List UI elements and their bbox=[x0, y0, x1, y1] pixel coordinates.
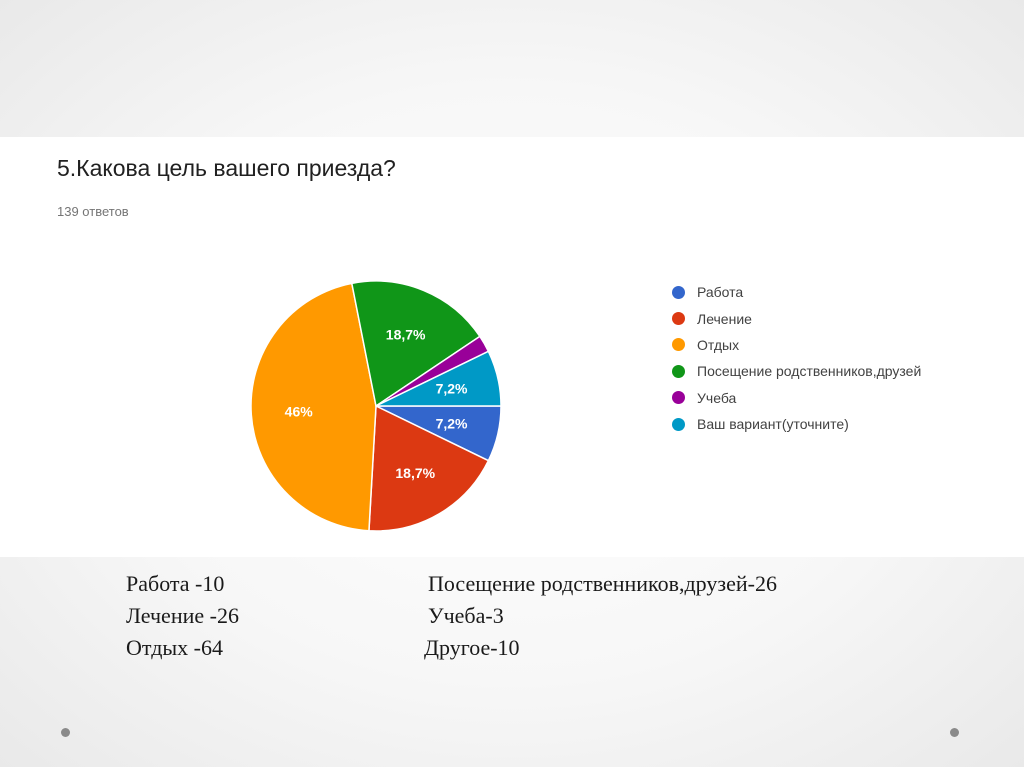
summary-line: Учеба-3 bbox=[428, 603, 504, 628]
legend-label: Учеба bbox=[697, 389, 737, 406]
slice-label: 18,7% bbox=[395, 465, 435, 481]
legend-marker bbox=[672, 285, 685, 299]
slide-dot-left bbox=[61, 728, 70, 737]
legend-label: Лечение bbox=[697, 310, 752, 327]
legend-label: Ваш вариант(уточните) bbox=[697, 416, 849, 433]
summary-line: Лечение -26 bbox=[126, 603, 239, 628]
summary-line: Отдых -64 bbox=[126, 635, 224, 660]
legend-marker bbox=[672, 391, 685, 405]
legend-label: Отдых bbox=[697, 336, 740, 353]
slice-label: 7,2% bbox=[436, 415, 468, 431]
legend-label: Посещение родственников,друзей bbox=[697, 363, 922, 380]
legend-item: Работа bbox=[672, 279, 921, 305]
chart-panel bbox=[0, 137, 1024, 557]
slice-label: 46% bbox=[285, 403, 314, 419]
pie-slice bbox=[250, 282, 377, 532]
pie-slice bbox=[375, 350, 502, 407]
slice-label: 7,2% bbox=[436, 381, 468, 397]
summary-line: Работа -10 bbox=[126, 571, 225, 596]
summary-left: Работа -10 Лечение -26 Отдых -64 bbox=[126, 568, 239, 664]
summary-right: Посещение родственников,друзей-26 Учеба-… bbox=[424, 568, 777, 664]
question-title: 5.Какова цель вашего приезда? bbox=[57, 155, 396, 181]
legend-item: Ваш вариант(уточните) bbox=[672, 411, 921, 437]
slice-label: 18,7% bbox=[386, 326, 426, 342]
legend-marker bbox=[672, 417, 685, 431]
legend-marker bbox=[672, 312, 685, 326]
pie-slice bbox=[368, 404, 490, 532]
legend-item: Учеба bbox=[672, 385, 921, 411]
legend-marker bbox=[672, 364, 685, 378]
summary-line: Посещение родственников,друзей-26 bbox=[428, 571, 777, 596]
chart-legend: Работа Лечение Отдых Посещение родственн… bbox=[672, 279, 921, 437]
legend-marker bbox=[672, 338, 685, 352]
slide-dot-right bbox=[950, 728, 959, 737]
pie-slice bbox=[350, 280, 481, 408]
legend-label: Работа bbox=[697, 284, 744, 301]
legend-item: Лечение bbox=[672, 305, 921, 331]
legend-item: Посещение родственников,друзей bbox=[672, 358, 921, 384]
response-count: 139 ответов bbox=[57, 204, 129, 219]
summary-line: Другое-10 bbox=[424, 635, 520, 660]
legend-item: Отдых bbox=[672, 332, 921, 358]
